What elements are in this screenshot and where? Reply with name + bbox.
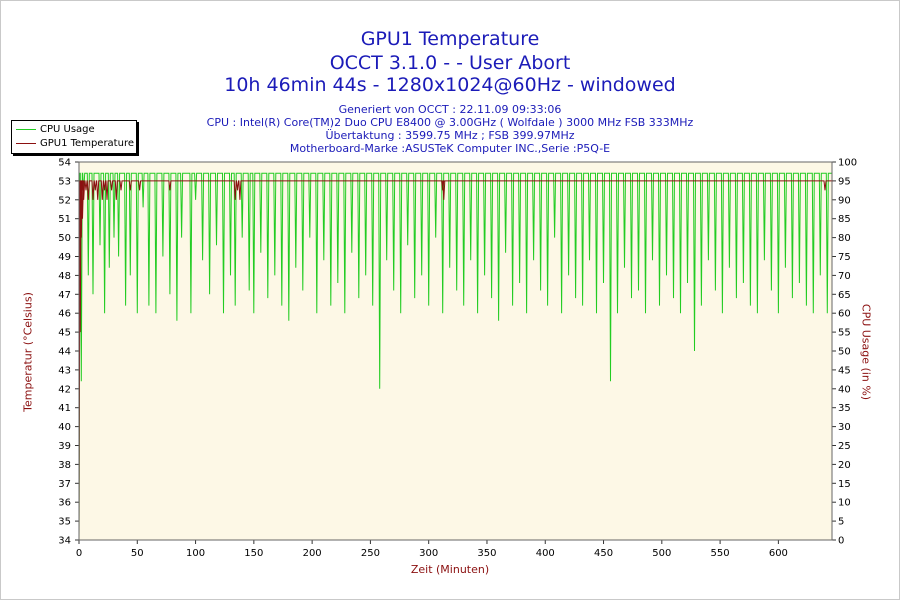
y-tick-label-right: 65: [838, 290, 851, 301]
y-tick-label-left: 42: [58, 384, 71, 395]
x-tick-label: 350: [477, 548, 496, 559]
info-motherboard: Motherboard-Marke :ASUSTeK Computer INC.…: [289, 142, 611, 155]
x-tick-label: 550: [711, 548, 730, 559]
x-tick-label: 150: [244, 548, 263, 559]
legend-swatch-cpu-usage: [16, 128, 36, 130]
legend-item-gpu-temperature: GPU1 Temperature: [16, 137, 134, 150]
y-tick-label-left: 37: [58, 479, 71, 490]
y-tick-label-left: 34: [58, 536, 71, 547]
chart-subtitle-duration: 10h 46min 44s - 1280x1024@60Hz - windowe…: [224, 74, 676, 96]
legend-label-cpu-usage: CPU Usage: [40, 124, 95, 135]
y-tick-label-right: 85: [838, 214, 851, 225]
y-tick-label-right: 75: [838, 252, 851, 263]
y-tick-label-right: 100: [838, 158, 857, 169]
y-tick-label-right: 35: [838, 403, 851, 414]
y-tick-label-right: 25: [838, 441, 851, 452]
x-axis-label: Zeit (Minuten): [410, 563, 490, 576]
y-tick-label-left: 40: [58, 422, 71, 433]
y-tick-label-left: 49: [58, 252, 71, 263]
y-tick-label-left: 45: [58, 328, 71, 339]
x-tick-label: 400: [536, 548, 555, 559]
y-tick-label-left: 35: [58, 517, 71, 528]
info-overclock: Übertaktung : 3599.75 MHz ; FSB 399.97MH…: [325, 129, 575, 142]
y-tick-label-left: 52: [58, 195, 71, 206]
series-line-cpu-usage: [78, 172, 832, 541]
y-tick-label-right: 20: [838, 460, 851, 471]
plot-border: [78, 161, 833, 541]
x-tick-label: 0: [76, 548, 82, 559]
y-tick-label-left: 44: [58, 347, 71, 358]
legend-label-gpu-temperature: GPU1 Temperature: [40, 138, 134, 149]
y-tick-label-right: 40: [838, 384, 851, 395]
y-tick-label-right: 30: [838, 422, 851, 433]
y-tick-label-left: 54: [58, 158, 71, 169]
y-tick-label-right: 60: [838, 309, 851, 320]
x-tick-label: 100: [186, 548, 205, 559]
y-tick-label-right: 80: [838, 233, 851, 244]
x-tick-label: 600: [769, 548, 788, 559]
y-tick-label-right: 0: [838, 536, 844, 547]
y-tick-label-right: 70: [838, 271, 851, 282]
info-cpu: CPU : Intel(R) Core(TM)2 Duo CPU E8400 @…: [206, 116, 694, 129]
y-tick-label-right: 55: [838, 328, 851, 339]
y-tick-label-left: 39: [58, 441, 71, 452]
chart-legend: CPU Usage GPU1 Temperature: [11, 120, 137, 154]
y-tick-label-left: 46: [58, 309, 71, 320]
y-tick-label-right: 95: [838, 176, 851, 187]
y-tick-label-left: 41: [58, 403, 71, 414]
y-tick-label-right: 15: [838, 479, 851, 490]
y-tick-label-left: 38: [58, 460, 71, 471]
chart-title: GPU1 Temperature: [360, 28, 540, 50]
legend-swatch-gpu-temperature: [16, 142, 36, 144]
y-axis-label-left: Temperatur (°Celsius): [21, 292, 35, 412]
series-line-gpu-temperature: [78, 180, 833, 541]
y-tick-label-left: 53: [58, 176, 71, 187]
y-tick-label-left: 43: [58, 365, 71, 376]
y-tick-label-left: 51: [58, 214, 71, 225]
y-tick-label-right: 45: [838, 365, 851, 376]
info-generated: Generiert von OCCT : 22.11.09 09:33:06: [338, 103, 562, 116]
y-tick-label-right: 5: [838, 517, 844, 528]
legend-item-cpu-usage: CPU Usage: [16, 123, 95, 136]
x-tick-label: 250: [361, 548, 380, 559]
x-tick-label: 300: [419, 548, 438, 559]
y-tick-label-right: 90: [838, 195, 851, 206]
chart-subtitle-version: OCCT 3.1.0 - - User Abort: [329, 52, 571, 74]
y-tick-label-left: 47: [58, 290, 71, 301]
x-tick-label: 50: [131, 548, 144, 559]
y-tick-label-left: 48: [58, 271, 71, 282]
x-tick-label: 200: [303, 548, 322, 559]
y-axis-label-right: CPU Usage (in %): [859, 303, 873, 401]
x-tick-label: 500: [652, 548, 671, 559]
y-tick-label-right: 10: [838, 498, 851, 509]
y-tick-label-left: 50: [58, 233, 71, 244]
y-tick-label-right: 50: [838, 347, 851, 358]
x-tick-label: 450: [594, 548, 613, 559]
y-tick-label-left: 36: [58, 498, 71, 509]
